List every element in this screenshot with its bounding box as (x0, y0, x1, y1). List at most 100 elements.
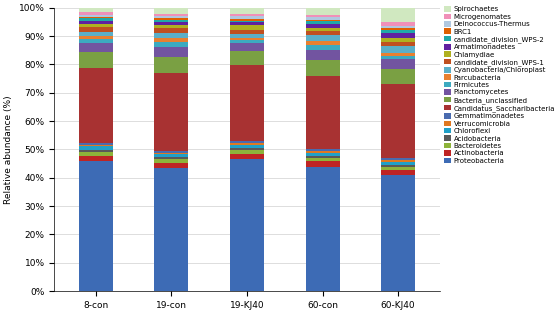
Bar (381, 158, 415, 160)
Bar (230, 19, 264, 21)
Bar (381, 33, 415, 38)
Bar (306, 20, 339, 21)
Bar (306, 8, 339, 15)
Bar (306, 166, 339, 291)
Bar (306, 24, 339, 28)
Bar (79, 152, 113, 156)
Bar (230, 65, 264, 141)
Bar (230, 8, 264, 14)
Bar (381, 167, 415, 170)
Bar (230, 25, 264, 30)
Bar (155, 28, 189, 33)
Bar (306, 60, 339, 76)
Bar (79, 19, 113, 21)
Bar (381, 162, 415, 165)
Bar (381, 53, 415, 56)
Bar (230, 143, 264, 145)
Bar (79, 68, 113, 143)
Bar (230, 43, 264, 51)
Bar (155, 14, 189, 16)
Bar (155, 18, 189, 20)
Bar (155, 25, 189, 28)
Bar (79, 150, 113, 152)
Bar (79, 24, 113, 27)
Bar (306, 76, 339, 149)
Bar (306, 41, 339, 45)
Bar (230, 159, 264, 291)
Bar (381, 84, 415, 158)
Bar (306, 35, 339, 41)
Bar (230, 16, 264, 19)
Bar (306, 158, 339, 161)
Bar (79, 15, 113, 17)
Bar (155, 150, 189, 153)
Bar (381, 59, 415, 69)
Bar (79, 145, 113, 146)
Bar (381, 56, 415, 59)
Bar (155, 47, 189, 57)
Bar (306, 156, 339, 158)
Bar (155, 38, 189, 42)
Bar (381, 28, 415, 30)
Bar (79, 21, 113, 24)
Bar (306, 149, 339, 151)
Bar (155, 153, 189, 154)
Bar (155, 8, 189, 14)
Bar (381, 30, 415, 33)
Bar (79, 36, 113, 39)
Bar (230, 51, 264, 65)
Y-axis label: Relative abundance (%): Relative abundance (%) (4, 95, 13, 204)
Bar (381, 46, 415, 53)
Bar (79, 146, 113, 150)
Bar (306, 28, 339, 31)
Bar (230, 41, 264, 43)
Bar (230, 150, 264, 154)
Bar (155, 168, 189, 291)
Bar (155, 154, 189, 157)
Bar (306, 15, 339, 17)
Bar (306, 45, 339, 50)
Bar (79, 32, 113, 36)
Bar (155, 16, 189, 18)
Bar (230, 154, 264, 159)
Bar (230, 34, 264, 38)
Bar (306, 151, 339, 153)
Bar (230, 38, 264, 41)
Bar (155, 57, 189, 73)
Bar (381, 160, 415, 162)
Bar (306, 153, 339, 156)
Bar (306, 50, 339, 60)
Bar (155, 20, 189, 22)
Bar (306, 17, 339, 20)
Bar (155, 163, 189, 168)
Bar (230, 30, 264, 34)
Bar (79, 17, 113, 19)
Bar (155, 33, 189, 38)
Bar (306, 21, 339, 24)
Bar (79, 143, 113, 145)
Bar (155, 157, 189, 160)
Bar (79, 39, 113, 43)
Bar (381, 69, 415, 84)
Bar (381, 165, 415, 167)
Bar (381, 25, 415, 28)
Bar (155, 160, 189, 163)
Legend: Spirochaetes, Microgenomates, Deinococcus-Thermus, BRC1, candidate_division_WPS-: Spirochaetes, Microgenomates, Deinococcu… (443, 5, 556, 165)
Bar (230, 22, 264, 25)
Bar (381, 22, 415, 25)
Bar (79, 156, 113, 161)
Bar (230, 141, 264, 143)
Bar (381, 42, 415, 46)
Bar (381, 8, 415, 22)
Bar (306, 161, 339, 166)
Bar (155, 73, 189, 150)
Bar (155, 22, 189, 25)
Bar (381, 38, 415, 42)
Bar (79, 43, 113, 52)
Bar (79, 52, 113, 68)
Bar (79, 12, 113, 15)
Bar (381, 170, 415, 175)
Bar (79, 27, 113, 32)
Bar (306, 31, 339, 35)
Bar (230, 21, 264, 22)
